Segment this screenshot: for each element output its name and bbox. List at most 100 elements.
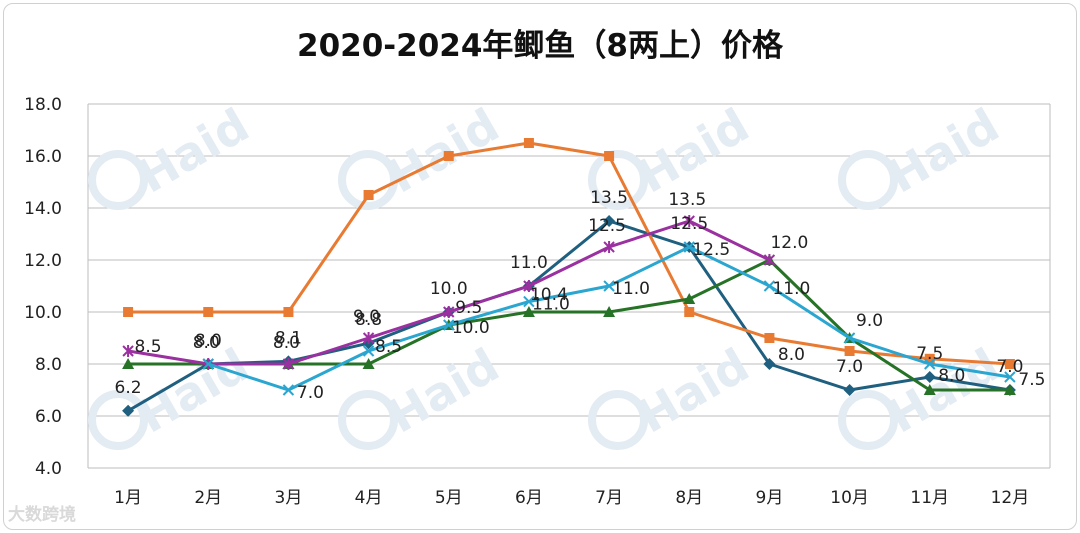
series-cyan-label: 11.0 <box>612 279 650 299</box>
series-navy-line <box>127 219 1011 413</box>
watermark-logo <box>338 150 398 210</box>
series-green-point <box>362 358 375 369</box>
series-cyan-point <box>924 358 936 370</box>
watermark-logo <box>588 390 648 450</box>
series-cyan-point <box>202 358 214 370</box>
series-lines <box>122 138 1016 417</box>
series-green-label: 9.5 <box>455 298 482 318</box>
series-cyan-label: 7.5 <box>1018 370 1045 390</box>
chart-frame <box>3 3 1077 530</box>
watermark-logo <box>588 150 648 210</box>
y-tick-label: 18.0 <box>24 95 62 115</box>
series-navy-label: 6.2 <box>115 378 142 398</box>
series-green-label: 8.5 <box>135 337 162 357</box>
series-green-label: 12.0 <box>770 233 808 253</box>
series-cyan-label: 11.0 <box>532 295 570 315</box>
series-navy-label: 7.0 <box>996 357 1023 377</box>
series-cyan-label: 7.0 <box>297 383 324 403</box>
series-purple-label: 8.0 <box>193 333 220 353</box>
series-purple-label: 13.5 <box>668 190 706 210</box>
series-cyan-line <box>207 245 1011 392</box>
series-orange-label: 8.0 <box>938 366 965 386</box>
series-orange-point <box>203 307 214 317</box>
series-orange-point <box>924 353 935 364</box>
y-tick-label: 10.0 <box>24 303 62 323</box>
x-tick-label: 3月 <box>275 488 303 508</box>
series-green-point <box>603 306 616 317</box>
x-tick-label: 6月 <box>515 488 543 508</box>
x-tick-label: 5月 <box>435 488 463 508</box>
series-purple-point <box>362 332 375 344</box>
series-orange-point <box>123 307 134 317</box>
series-purple-label: 8.0 <box>273 333 300 353</box>
y-tick-label: 4.0 <box>35 459 62 479</box>
x-tick-label: 7月 <box>595 488 623 508</box>
y-tick-label: 12.0 <box>24 251 62 271</box>
series-cyan-point <box>443 319 455 331</box>
series-green-point <box>683 293 696 304</box>
series-purple-point <box>603 241 615 253</box>
x-tick-label: 4月 <box>355 488 383 508</box>
series-purple-point <box>523 280 535 292</box>
series-cyan-point <box>603 280 615 292</box>
series-navy-point <box>923 371 936 383</box>
series-cyan <box>202 241 1016 396</box>
y-axis-ticks: 4.0 6.0 8.0 10.0 12.0 14.0 16.0 18.0 <box>24 95 62 479</box>
series-navy-point <box>763 358 776 370</box>
series-orange-point <box>363 190 374 200</box>
series-cyan-point <box>763 280 776 292</box>
series-cyan-point <box>683 241 695 253</box>
x-tick-label: 2月 <box>194 488 222 508</box>
series-orange-point <box>684 307 695 317</box>
series-purple-point <box>763 254 776 266</box>
series-orange-point <box>283 307 294 317</box>
series-green-label: 9.0 <box>856 311 883 331</box>
x-tick-label: 9月 <box>756 488 784 508</box>
series-navy-point <box>122 404 135 417</box>
series-navy-point <box>843 384 856 396</box>
series-orange-point <box>844 346 855 356</box>
series-purple-point <box>282 358 295 370</box>
series-green-label: 10.4 <box>530 285 568 305</box>
y-tick-label: 8.0 <box>35 355 62 375</box>
series-orange-point <box>1004 359 1015 369</box>
x-tick-label: 12月 <box>991 488 1030 508</box>
series-orange-point <box>604 151 615 161</box>
y-tick-label: 14.0 <box>24 199 62 219</box>
series-cyan-point <box>282 384 295 396</box>
series-green-label: 8.5 <box>375 337 402 357</box>
series-navy-label: 7.0 <box>836 357 863 377</box>
x-axis-ticks: 1月 2月 3月 4月 5月 6月 7月 8月 9月 10月 11月 12月 <box>114 488 1029 508</box>
series-navy-label: 8.8 <box>355 310 382 330</box>
series-purple-label: 12.5 <box>588 216 626 236</box>
series-navy-label: 10.0 <box>430 279 468 299</box>
series-purple-label: 9.0 <box>353 307 380 327</box>
series-purple-point <box>122 345 134 357</box>
watermark-text: Haid <box>879 98 1008 204</box>
series-cyan-point <box>362 345 375 357</box>
watermark-text: Haid <box>129 98 258 204</box>
x-tick-label: 11月 <box>910 488 949 508</box>
x-tick-label: 8月 <box>675 488 703 508</box>
series-cyan-point <box>843 332 856 344</box>
series-orange <box>123 138 1015 369</box>
source-watermark: 大数跨境 <box>8 505 76 525</box>
series-orange-line <box>128 141 1011 366</box>
watermark-logo <box>838 390 898 450</box>
watermark-logo <box>88 150 148 210</box>
series-navy-label: 13.5 <box>590 188 628 208</box>
series-green-point <box>923 384 936 395</box>
series-cyan-label: 11.0 <box>772 279 810 299</box>
series-navy-label: 12.5 <box>670 214 708 234</box>
series-orange-point <box>764 333 775 343</box>
series-navy-point <box>603 215 616 227</box>
series-orange-point <box>523 138 534 148</box>
watermark-logo <box>838 150 898 210</box>
y-tick-label: 16.0 <box>24 147 62 167</box>
y-tick-label: 6.0 <box>35 407 62 427</box>
series-navy-label: 7.5 <box>916 344 943 364</box>
data-labels: 6.28.0 8.18.810.011.013.512.57.07.57.08.0… <box>115 188 1046 403</box>
series-navy-label: 11.0 <box>510 253 548 273</box>
